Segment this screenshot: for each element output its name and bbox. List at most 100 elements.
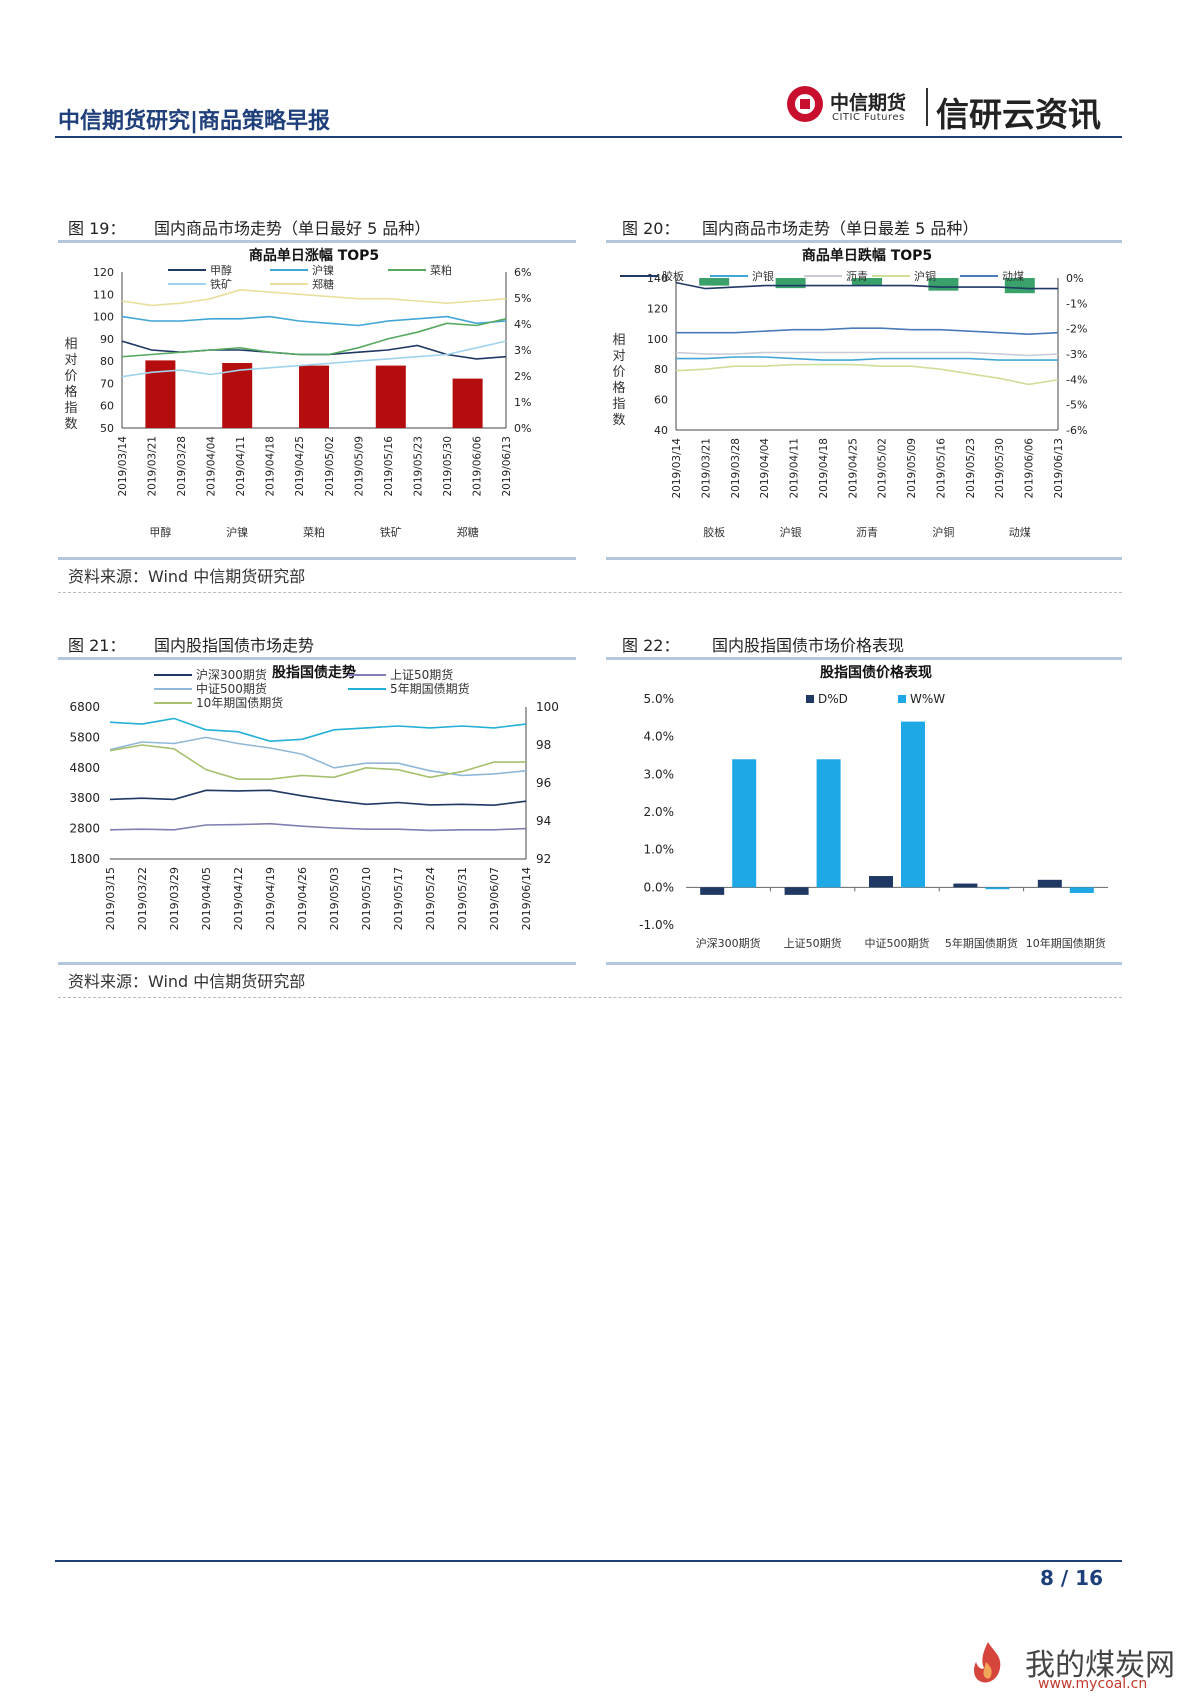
x-tick-label: 2019/05/23 [965,438,977,499]
y-tick-right: -5% [1066,399,1087,412]
chart-title: 股指国债走势 [272,664,356,681]
bar [452,378,483,428]
x-tick-label: 2019/05/09 [906,438,918,499]
series-line [121,318,507,358]
x-tick-label: 2019/03/22 [136,867,149,930]
bar [1037,879,1062,888]
x-tick-label: 2019/06/14 [520,867,533,930]
y-tick-right: -2% [1066,323,1087,336]
bar [699,278,730,286]
y-tick-right: 0% [514,422,531,435]
fig20-title: 国内商品市场走势（单日最差 5 品种） [702,219,979,238]
fig21-bottom-rule [58,962,576,965]
bar [985,887,1010,890]
x-tick-label: 2019/04/26 [296,867,309,930]
header-rule [55,136,1122,138]
y-tick-right: 98 [536,738,551,752]
x-tick-label: 2019/06/13 [501,436,513,497]
y-tick-left: 2800 [69,822,100,836]
y-tick-left: 40 [654,424,668,437]
legend-label: 上证50期货 [390,667,453,682]
brand-name: 信研云资讯 [936,95,1101,134]
x-tick-label: 2019/04/11 [789,438,801,499]
legend-label: 胶板 [662,269,684,283]
page-number: 8 / 16 [1040,1566,1103,1590]
legend-label: 沪深300期货 [196,667,267,682]
legend-label: 郑糖 [312,277,334,291]
bar [299,365,329,428]
y-tick-right: 100 [536,700,559,714]
fig20-number: 图 20： [622,219,680,238]
bar [222,363,253,428]
x-tick-label: 2019/05/24 [424,867,437,930]
y-tick: 3.0% [644,767,675,781]
y-axis-label-char: 相 [64,337,77,352]
y-tick: 5.0% [644,692,675,706]
bar-category-label: 菜粕 [303,525,325,539]
y-tick-left: 90 [100,333,114,346]
x-tick-label: 2019/04/18 [818,438,830,499]
fig22-chart: 股指国债价格表现 -1.0% 0.0% 1.0% 2.0% 3.0% 4.0% 5.0% 沪深3… [639,664,1108,950]
y-tick-left: 80 [100,355,114,368]
y-tick-left: 100 [647,333,668,346]
legend-swatch [806,695,814,703]
x-category-label: 中证500期货 [865,936,930,950]
series-line [109,744,526,780]
legend-label: 5年期国债期货 [390,681,470,696]
bar-category-label: 沥青 [856,526,878,539]
series-line [676,327,1059,336]
y-axis-label-char: 格 [64,384,77,400]
legend-swatch [898,695,906,703]
legend-label: 中证500期货 [196,681,267,696]
flame-logo-icon [974,1642,1001,1683]
series-line [675,363,1059,386]
y-tick-left: 60 [654,394,668,407]
fig22-caption: 图 22： 国内股指国债市场价格表现 [622,632,904,656]
y-tick-right: 5% [514,292,531,305]
y-tick-left: 120 [647,302,668,315]
x-category-label: 5年期国债期货 [945,936,1018,950]
y-tick-left: 1800 [69,852,100,866]
fig22-bottom-rule [606,962,1122,965]
x-tick-label: 2019/05/31 [456,867,469,930]
divider-1 [58,592,1122,593]
x-tick-label: 2019/04/11 [235,436,247,497]
fig22-title: 国内股指国债市场价格表现 [712,636,905,655]
x-tick-label: 2019/04/18 [265,436,277,497]
bar-category-label: 沪银 [780,525,802,539]
series-line [109,822,527,832]
y-tick-right: -4% [1066,373,1087,386]
chart-title: 股指国债价格表现 [820,664,932,681]
x-tick-label: 2019/04/04 [759,438,771,499]
y-tick-left: 110 [93,288,114,301]
x-tick-label: 2019/03/21 [147,436,159,497]
logo-cn: 中信期货 [830,92,907,114]
y-axis-label-char: 对 [612,349,625,364]
x-tick-label: 2019/04/25 [294,436,306,497]
bar [953,883,978,888]
x-tick-label: 2019/04/12 [232,867,245,930]
y-tick-left: 5800 [69,730,100,744]
bar-category-label: 郑糖 [457,525,479,539]
bar [700,887,725,895]
x-category-label: 沪深300期货 [696,936,761,950]
fig20-caption: 图 20： 国内商品市场走势（单日最差 5 品种） [622,215,978,239]
fig21-title: 国内股指国债市场走势 [154,636,315,655]
x-tick-label: 2019/05/03 [328,867,341,930]
x-tick-label: 2019/03/14 [117,436,129,497]
x-tick-label: 2019/05/17 [392,867,405,930]
legend-label: 沪铜 [914,269,936,283]
source-note-2: 资料来源：Wind 中信期货研究部 [68,972,306,991]
chart-title: 商品单日跌幅 TOP5 [802,247,932,264]
legend-label: 沪银 [752,269,774,283]
fig19-bottom-rule [58,557,576,560]
y-tick-right: 0% [1066,272,1083,285]
y-tick-right: -3% [1066,348,1087,361]
bar [1069,887,1094,893]
x-tick-label: 2019/03/15 [104,867,117,930]
citic-logo-icon [787,86,823,122]
x-category-label: 上证50期货 [784,936,842,950]
series-line [121,315,507,327]
